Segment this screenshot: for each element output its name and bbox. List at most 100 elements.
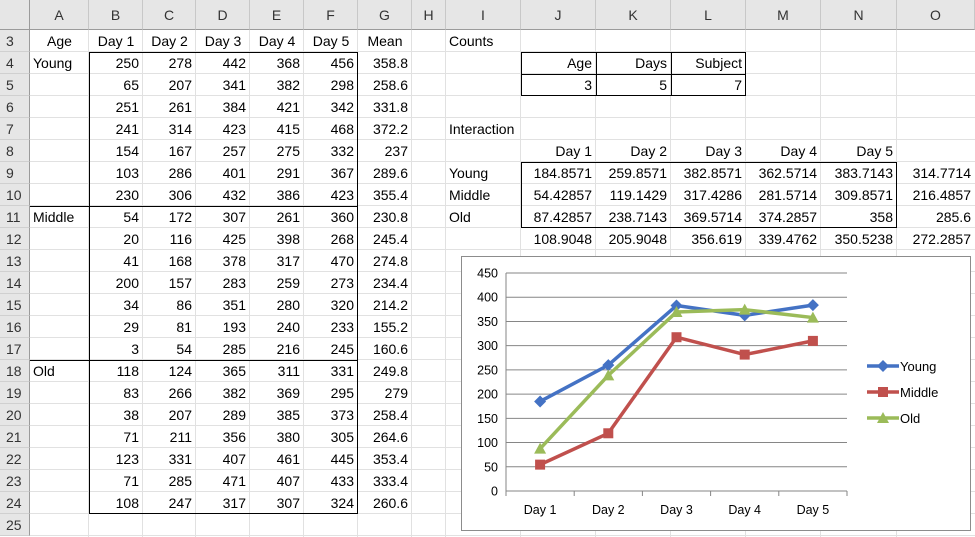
value-cell[interactable]: 380 xyxy=(276,429,300,445)
value-cell[interactable]: 317 xyxy=(276,253,300,269)
value-cell[interactable]: 65 xyxy=(123,77,139,93)
value-cell[interactable]: 261 xyxy=(168,99,192,115)
value-cell[interactable]: 211 xyxy=(169,429,192,445)
interaction-value[interactable]: 119.1429 xyxy=(609,187,667,203)
column-header-e[interactable]: E xyxy=(250,0,304,30)
value-cell[interactable]: 193 xyxy=(222,319,246,335)
value-cell[interactable]: 360 xyxy=(330,209,354,225)
value-cell[interactable]: 425 xyxy=(222,231,246,247)
column-header-a[interactable]: A xyxy=(30,0,89,30)
column-header-d[interactable]: D xyxy=(196,0,250,30)
value-cell[interactable]: 34 xyxy=(123,297,139,313)
value-cell[interactable]: 200 xyxy=(115,275,139,291)
interaction-header[interactable]: Day 3 xyxy=(705,143,742,159)
counts-value[interactable]: 7 xyxy=(734,77,742,93)
value-cell[interactable]: 157 xyxy=(168,275,192,291)
mean-cell[interactable]: 274.8 xyxy=(372,253,408,269)
value-cell[interactable]: 342 xyxy=(330,99,354,115)
value-cell[interactable]: 423 xyxy=(222,121,246,137)
value-cell[interactable]: 291 xyxy=(276,165,300,181)
value-cell[interactable]: 71 xyxy=(123,473,139,489)
value-cell[interactable]: 29 xyxy=(123,319,139,335)
interaction-row-mean[interactable]: 285.6 xyxy=(935,209,971,225)
value-cell[interactable]: 415 xyxy=(276,121,300,137)
mean-cell[interactable]: 264.6 xyxy=(372,429,408,445)
value-cell[interactable]: 385 xyxy=(276,407,300,423)
mean-cell[interactable]: 245.4 xyxy=(372,231,408,247)
mean-cell[interactable]: 258.6 xyxy=(372,77,408,93)
row-header-3[interactable]: 3 xyxy=(0,30,30,52)
value-cell[interactable]: 278 xyxy=(168,55,192,71)
interaction-value[interactable]: 238.7143 xyxy=(608,209,667,225)
value-cell[interactable]: 259 xyxy=(276,275,300,291)
value-cell[interactable]: 86 xyxy=(176,297,192,313)
interaction-header[interactable]: Day 1 xyxy=(555,143,592,159)
row-header-20[interactable]: 20 xyxy=(0,404,30,426)
header-cell[interactable]: Day 2 xyxy=(151,33,188,49)
interaction-value[interactable]: 259.8571 xyxy=(608,165,667,181)
value-cell[interactable]: 108 xyxy=(115,495,139,511)
interaction-header[interactable]: Day 4 xyxy=(780,143,817,159)
value-cell[interactable]: 331 xyxy=(168,451,192,467)
row-header-7[interactable]: 7 xyxy=(0,118,30,140)
counts-header[interactable]: Days xyxy=(635,55,667,71)
value-cell[interactable]: 298 xyxy=(330,77,354,93)
value-cell[interactable]: 332 xyxy=(330,143,354,159)
value-cell[interactable]: 230 xyxy=(115,187,139,203)
row-header-17[interactable]: 17 xyxy=(0,338,30,360)
column-header-g[interactable]: G xyxy=(358,0,412,30)
value-cell[interactable]: 3 xyxy=(131,341,139,357)
group-label-middle[interactable]: Middle xyxy=(33,209,75,225)
interaction-value[interactable]: 362.5714 xyxy=(758,165,817,181)
value-cell[interactable]: 295 xyxy=(330,385,354,401)
row-header-6[interactable]: 6 xyxy=(0,96,30,118)
interaction-column-mean[interactable]: 356.619 xyxy=(691,231,742,247)
value-cell[interactable]: 386 xyxy=(276,187,300,203)
value-cell[interactable]: 382 xyxy=(276,77,300,93)
interaction-value[interactable]: 382.8571 xyxy=(683,165,742,181)
value-cell[interactable]: 307 xyxy=(276,495,300,511)
mean-cell[interactable]: 237 xyxy=(384,143,408,159)
value-cell[interactable]: 331 xyxy=(330,363,354,379)
mean-cell[interactable]: 289.6 xyxy=(372,165,408,181)
row-header-14[interactable]: 14 xyxy=(0,272,30,294)
value-cell[interactable]: 207 xyxy=(168,407,192,423)
column-header-o[interactable]: O xyxy=(897,0,975,30)
value-cell[interactable]: 314 xyxy=(168,121,192,137)
mean-cell[interactable]: 372.2 xyxy=(372,121,408,137)
row-header-4[interactable]: 4 xyxy=(0,52,30,74)
value-cell[interactable]: 116 xyxy=(169,231,192,247)
column-header-k[interactable]: K xyxy=(596,0,671,30)
column-header-i[interactable]: I xyxy=(446,0,521,30)
value-cell[interactable]: 311 xyxy=(277,363,300,379)
mean-cell[interactable]: 230.8 xyxy=(372,209,408,225)
column-header-j[interactable]: J xyxy=(521,0,596,30)
value-cell[interactable]: 216 xyxy=(276,341,300,357)
header-cell[interactable]: Day 5 xyxy=(312,33,350,49)
value-cell[interactable]: 407 xyxy=(222,451,246,467)
interaction-header[interactable]: Day 2 xyxy=(630,143,667,159)
value-cell[interactable]: 378 xyxy=(222,253,246,269)
row-header-15[interactable]: 15 xyxy=(0,294,30,316)
interaction-value[interactable]: 317.4286 xyxy=(683,187,742,203)
value-cell[interactable]: 280 xyxy=(276,297,300,313)
column-header-n[interactable]: N xyxy=(821,0,897,30)
value-cell[interactable]: 461 xyxy=(276,451,300,467)
interaction-value[interactable]: 358 xyxy=(869,209,893,225)
column-header-f[interactable]: F xyxy=(304,0,358,30)
value-cell[interactable]: 71 xyxy=(123,429,139,445)
value-cell[interactable]: 433 xyxy=(330,473,354,489)
value-cell[interactable]: 268 xyxy=(330,231,354,247)
interaction-column-mean[interactable]: 350.5238 xyxy=(834,231,893,247)
row-header-19[interactable]: 19 xyxy=(0,382,30,404)
mean-cell[interactable]: 258.4 xyxy=(372,407,408,423)
value-cell[interactable]: 283 xyxy=(222,275,246,291)
interaction-value[interactable]: 309.8571 xyxy=(834,187,893,203)
value-cell[interactable]: 81 xyxy=(176,319,192,335)
value-cell[interactable]: 401 xyxy=(222,165,246,181)
value-cell[interactable]: 168 xyxy=(168,253,192,269)
interaction-title[interactable]: Interaction xyxy=(449,121,515,137)
value-cell[interactable]: 285 xyxy=(168,473,192,489)
interaction-value[interactable]: 54.42857 xyxy=(533,187,592,203)
counts-header[interactable]: Subject xyxy=(695,55,742,71)
